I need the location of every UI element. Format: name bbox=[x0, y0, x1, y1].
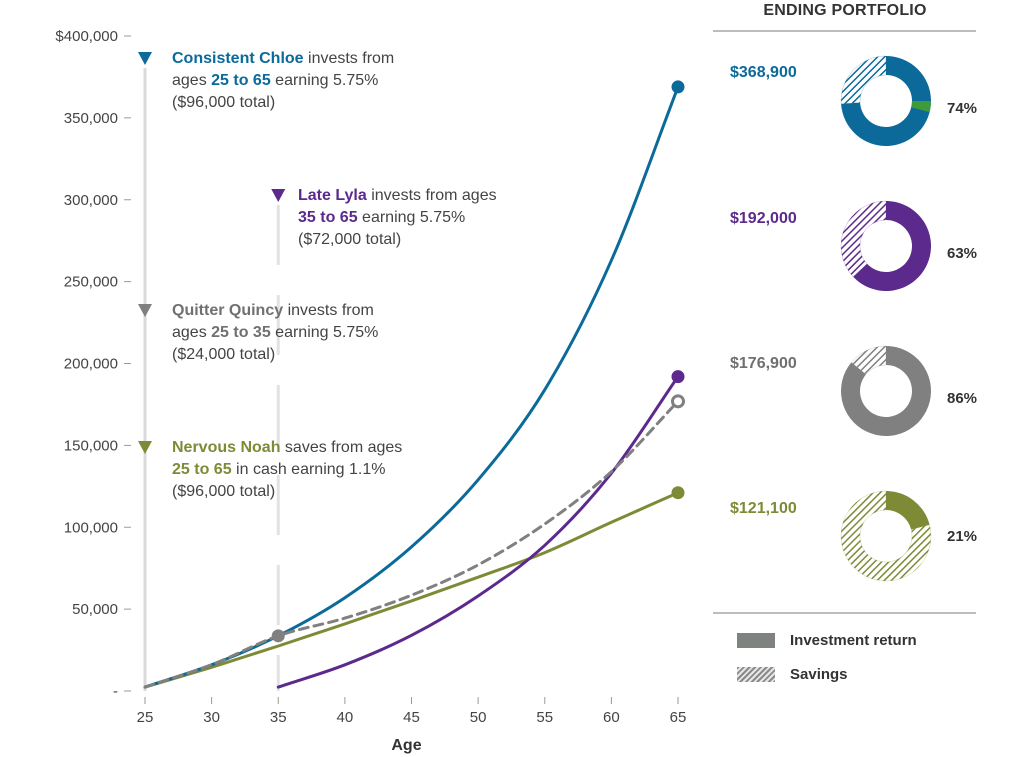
annotation-noah: Nervous Noah saves from ages 25 to 65 in… bbox=[172, 437, 402, 503]
legend-hatched-swatch bbox=[737, 666, 775, 682]
series-line-consistent-chloe bbox=[143, 85, 680, 689]
series-line-nervous-noah bbox=[143, 491, 680, 689]
annotation-chloe-text2: ages bbox=[172, 72, 212, 89]
x-tick-label: 45 bbox=[403, 709, 420, 726]
y-tick-label: 150,000 bbox=[64, 437, 118, 454]
y-tick-label: 100,000 bbox=[64, 519, 118, 536]
series-lines bbox=[143, 85, 680, 689]
end-point-quitter-quincy bbox=[671, 394, 685, 409]
annotation-quincy: Quitter Quincy invests from ages 25 to 3… bbox=[172, 300, 378, 366]
y-tick-label: 350,000 bbox=[64, 110, 118, 127]
x-tick-label: 40 bbox=[337, 709, 354, 726]
annotation-lyla-ages: 35 to 65 bbox=[298, 209, 358, 226]
portfolio-pct-lyla: 63% bbox=[947, 245, 978, 262]
annotation-lyla-text: invests from ages bbox=[366, 187, 497, 204]
start-marker-nervous-noah bbox=[138, 441, 152, 454]
annotation-quincy-total: ($24,000 total) bbox=[172, 346, 276, 363]
donut-savings-3 bbox=[840, 490, 932, 582]
x-tick-label: 65 bbox=[670, 709, 687, 726]
donut-savings-1 bbox=[840, 200, 887, 278]
legend-savings-label: Savings bbox=[790, 665, 848, 683]
legend-savings: Savings bbox=[737, 665, 848, 683]
axes: - 50,000 100,000 150,000 200,000 250,000 300,0… bbox=[55, 28, 686, 754]
portfolio-pct-noah: 21% bbox=[947, 528, 978, 545]
annotation-quincy-text: invests from bbox=[283, 302, 374, 319]
y-tick-label: 300,000 bbox=[64, 192, 118, 209]
annotation-noah-rate: in cash earning 1.1% bbox=[231, 461, 386, 478]
x-tick-label: 25 bbox=[137, 709, 154, 726]
y-tick-label: 50,000 bbox=[72, 601, 118, 618]
annotation-chloe-ages: 25 to 65 bbox=[211, 72, 271, 89]
y-tick-label: 250,000 bbox=[64, 274, 118, 291]
annotation-lyla: Late Lyla invests from ages 35 to 65 ear… bbox=[298, 185, 497, 251]
portfolio-value-quincy: $176,900 bbox=[730, 355, 797, 372]
y-tick-label: - bbox=[113, 683, 118, 700]
portfolio-donuts bbox=[840, 55, 932, 582]
legend-investment-return: Investment return bbox=[737, 631, 917, 649]
donut-savings-2 bbox=[850, 345, 887, 375]
ending-portfolio-title: ENDING PORTFOLIO bbox=[763, 2, 927, 19]
donut-savings-0 bbox=[840, 55, 887, 105]
end-point-consistent-chloe bbox=[671, 80, 685, 94]
annotation-lyla-rate: earning 5.75% bbox=[357, 209, 466, 226]
annotation-quincy-name: Quitter Quincy bbox=[172, 302, 284, 319]
end-point-nervous-noah bbox=[671, 486, 685, 500]
annotation-lyla-total: ($72,000 total) bbox=[298, 231, 402, 248]
x-tick-label: 55 bbox=[536, 709, 553, 726]
annotation-lyla-name: Late Lyla bbox=[298, 187, 367, 204]
portfolio-pct-quincy: 86% bbox=[947, 390, 978, 407]
portfolio-pct-chloe: 74% bbox=[947, 100, 978, 117]
annotation-noah-total: ($96,000 total) bbox=[172, 483, 276, 500]
annotation-noah-name: Nervous Noah bbox=[172, 439, 281, 456]
x-tick-label: 30 bbox=[203, 709, 220, 726]
portfolio-value-lyla: $192,000 bbox=[730, 210, 797, 227]
annotation-chloe-text: invests from bbox=[303, 50, 395, 67]
end-point-late-lyla bbox=[671, 370, 685, 384]
portfolio-value-chloe: $368,900 bbox=[730, 64, 797, 81]
panel-top-rule bbox=[713, 30, 976, 32]
donut-investment-return-2 bbox=[841, 346, 932, 437]
legend-investment-return-label: Investment return bbox=[790, 631, 917, 649]
annotation-chloe-rate: earning 5.75% bbox=[270, 72, 379, 89]
legend-solid-swatch bbox=[737, 632, 775, 648]
x-tick-label: 50 bbox=[470, 709, 487, 726]
annotation-quincy-rate: earning 5.75% bbox=[270, 324, 379, 341]
annotation-chloe-name: Consistent Chloe bbox=[172, 50, 304, 67]
x-tick-label: 35 bbox=[270, 709, 287, 726]
annotation-chloe: Consistent Chloe invests from ages 25 to… bbox=[172, 48, 394, 114]
series-line-late-lyla bbox=[276, 375, 680, 689]
series-markers bbox=[271, 80, 685, 643]
donut-investment-return-1 bbox=[853, 201, 932, 291]
y-tick-label: 200,000 bbox=[64, 356, 118, 373]
donut-investment-return-0 bbox=[841, 56, 932, 147]
y-tick-label: $400,000 bbox=[55, 28, 118, 45]
start-marker-quitter-quincy bbox=[138, 304, 152, 317]
series-line-quitter-quincy bbox=[143, 399, 680, 689]
donut-investment-return-3 bbox=[886, 491, 930, 530]
portfolio-value-noah: $121,100 bbox=[730, 500, 797, 517]
panel-bottom-rule bbox=[713, 612, 976, 614]
annotation-noah-text: saves from ages bbox=[280, 439, 403, 456]
start-marker-late-lyla bbox=[271, 189, 286, 202]
annotation-noah-ages: 25 to 65 bbox=[172, 461, 232, 478]
annotation-chloe-total: ($96,000 total) bbox=[172, 94, 276, 111]
quitter-stop-point bbox=[271, 629, 285, 643]
annotation-quincy-ages: 25 to 35 bbox=[211, 324, 271, 341]
x-tick-label: 60 bbox=[603, 709, 620, 726]
donut-accent-0 bbox=[911, 100, 931, 113]
start-marker-consistent-chloe bbox=[138, 52, 152, 65]
annotation-quincy-text2: ages bbox=[172, 324, 212, 341]
x-axis-title: Age bbox=[391, 737, 421, 754]
